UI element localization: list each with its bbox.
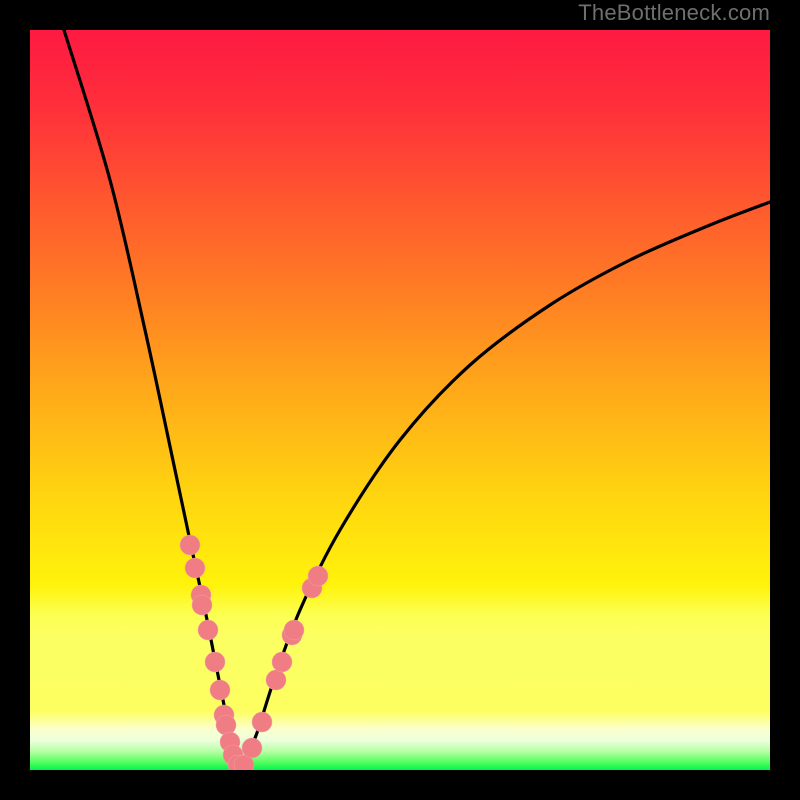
data-marker bbox=[216, 715, 236, 735]
outer-frame: TheBottleneck.com bbox=[0, 0, 800, 800]
data-marker bbox=[210, 680, 230, 700]
gradient-background bbox=[30, 30, 770, 770]
data-marker bbox=[252, 712, 272, 732]
data-marker bbox=[198, 620, 218, 640]
data-marker bbox=[266, 670, 286, 690]
watermark-label: TheBottleneck.com bbox=[578, 0, 770, 26]
data-marker bbox=[185, 558, 205, 578]
data-marker bbox=[192, 595, 212, 615]
chart-area bbox=[30, 30, 770, 770]
data-marker bbox=[308, 566, 328, 586]
chart-svg bbox=[30, 30, 770, 770]
data-marker bbox=[180, 535, 200, 555]
data-marker bbox=[242, 738, 262, 758]
data-marker bbox=[284, 620, 304, 640]
data-marker bbox=[205, 652, 225, 672]
data-marker bbox=[272, 652, 292, 672]
